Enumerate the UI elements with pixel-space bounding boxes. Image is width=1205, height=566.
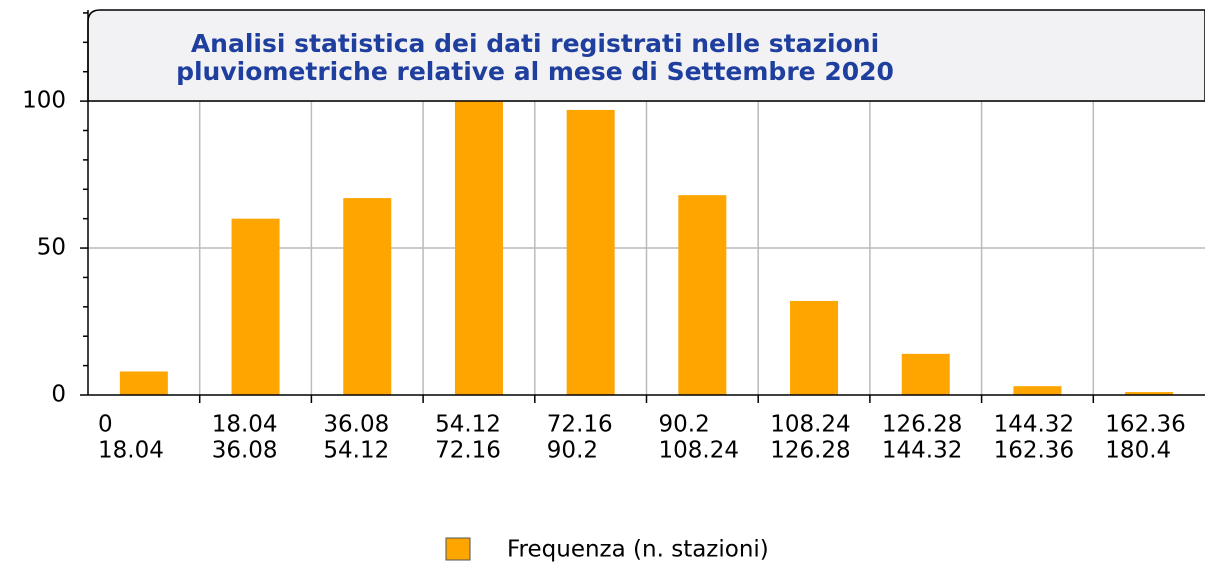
x-tick-label: 72.16: [435, 438, 501, 464]
x-tick-label: 162.36: [1105, 412, 1185, 438]
x-tick-label: 90.2: [547, 438, 598, 464]
x-tick-label: 108.24: [770, 412, 850, 438]
y-tick-label: 50: [37, 235, 66, 261]
bar: [454, 101, 503, 395]
legend-swatch: [445, 537, 471, 561]
x-tick-label: 144.32: [882, 438, 962, 464]
chart-title: pluviometriche relative al mese di Sette…: [176, 57, 894, 86]
bar: [901, 353, 950, 395]
x-tick-label: 18.04: [98, 438, 164, 464]
bar: [1125, 392, 1174, 395]
bar: [1013, 386, 1062, 395]
x-tick-label: 144.32: [994, 412, 1074, 438]
x-tick-label: 54.12: [323, 438, 389, 464]
legend-label: Frequenza (n. stazioni): [507, 537, 769, 563]
y-tick-label: 100: [22, 88, 66, 114]
x-tick-label: 108.24: [659, 438, 739, 464]
bar: [678, 195, 727, 395]
bar: [566, 109, 615, 395]
bar: [119, 371, 168, 395]
bar: [231, 218, 280, 395]
x-tick-label: 162.36: [994, 438, 1074, 464]
bar: [790, 300, 839, 395]
x-tick-label: 72.16: [547, 412, 613, 438]
x-tick-label: 126.28: [882, 412, 962, 438]
x-tick-label: 90.2: [659, 412, 710, 438]
chart-title: Analisi statistica dei dati registrati n…: [191, 29, 879, 58]
x-tick-label: 180.4: [1105, 438, 1171, 464]
x-tick-label: 36.08: [212, 438, 278, 464]
bar: [343, 198, 392, 395]
x-tick-label: 0: [98, 412, 113, 438]
x-tick-label: 126.28: [770, 438, 850, 464]
x-tick-label: 36.08: [323, 412, 389, 438]
x-tick-label: 54.12: [435, 412, 501, 438]
x-tick-label: 18.04: [212, 412, 278, 438]
y-tick-label: 0: [51, 382, 66, 408]
